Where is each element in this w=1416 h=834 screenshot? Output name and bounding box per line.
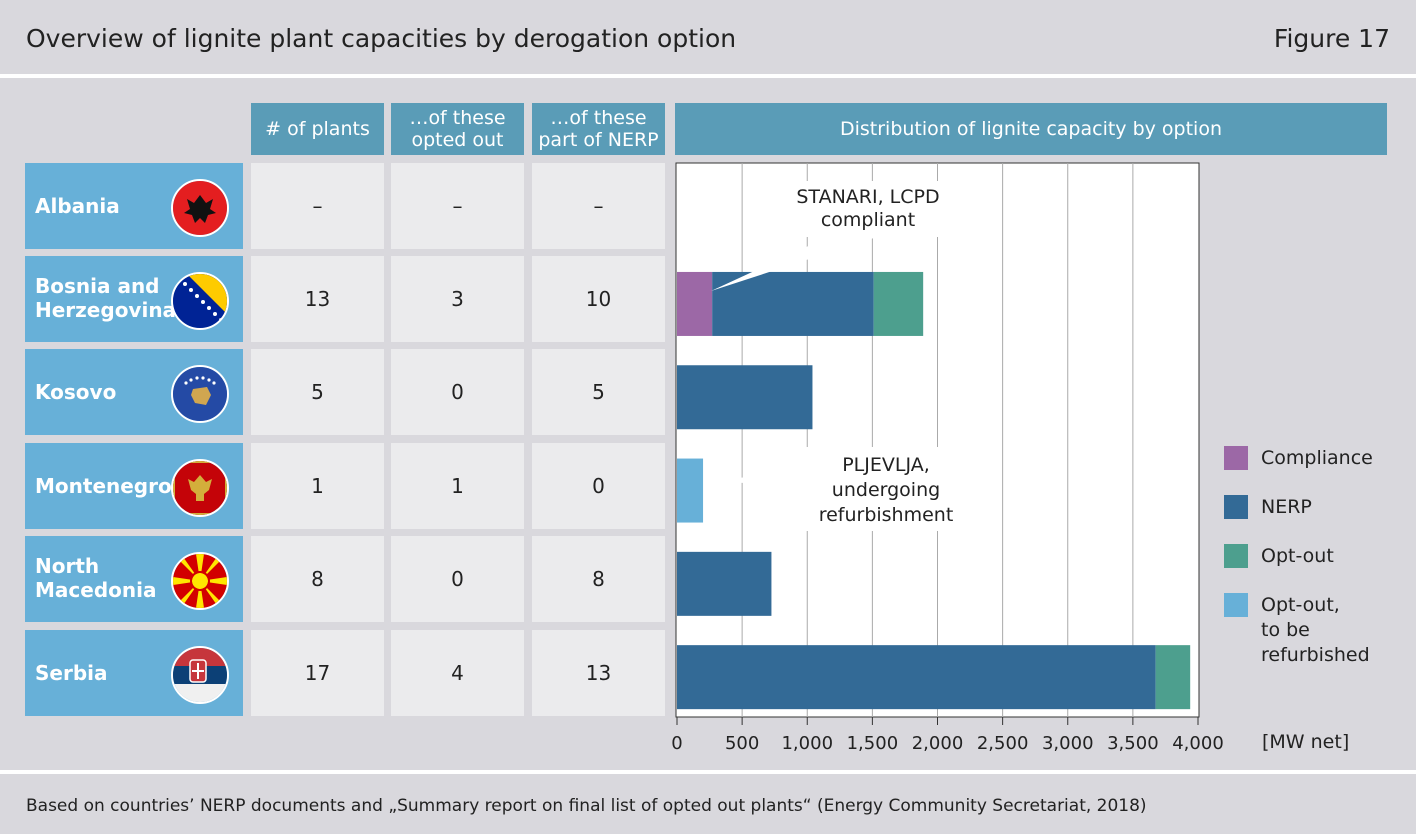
x-tick-label: 2,000 — [912, 733, 964, 754]
column-header-plants: # of plants — [251, 103, 384, 155]
callout-text: STANARI, LCPD — [796, 186, 939, 208]
callout-text: PLJEVLJA, — [842, 454, 930, 476]
column-header-distribution: Distribution of lignite capacity by opti… — [675, 103, 1387, 155]
callout-box — [797, 447, 975, 531]
country-cell-north-macedonia: North Macedonia — [25, 536, 243, 622]
legend-label: Compliance — [1261, 447, 1373, 469]
callout-text: compliant — [821, 209, 915, 231]
country-name: Kosovo — [35, 380, 117, 404]
legend-swatch — [1224, 495, 1248, 519]
cell-plants: – — [251, 163, 384, 249]
cell-opted-out: 1 — [391, 443, 524, 529]
cell-nerp: – — [532, 163, 665, 249]
bar-segment — [677, 271, 713, 336]
bar-segment — [873, 271, 924, 336]
serbia-flag-icon — [171, 646, 229, 704]
source-note: Based on countries’ NERP documents and „… — [26, 796, 1147, 816]
kosovo-flag-icon — [171, 365, 229, 423]
chart-title: Overview of lignite plant capacities by … — [26, 24, 737, 53]
legend-label: Opt-out, to be refurbished — [1261, 594, 1370, 666]
x-tick-label: 3,000 — [1042, 733, 1094, 754]
cell-opted-out: 3 — [391, 256, 524, 342]
montenegro-flag-icon — [171, 459, 229, 517]
legend-swatch — [1224, 446, 1248, 470]
bar-segment — [677, 365, 813, 430]
cell-nerp: 5 — [532, 349, 665, 435]
bar-segment — [677, 551, 772, 616]
x-tick-label: 0 — [671, 733, 682, 754]
callout-box — [785, 181, 951, 237]
x-tick-label: 500 — [725, 733, 759, 754]
callout-text: refurbishment — [819, 504, 954, 526]
country-cell-kosovo: Kosovo — [25, 349, 243, 435]
legend-label: NERP — [1261, 496, 1312, 518]
country-cell-montenegro: Montenegro — [25, 443, 243, 529]
cell-nerp: 8 — [532, 536, 665, 622]
header: Overview of lignite plant capacities by … — [0, 0, 1416, 78]
x-tick-label: 4,000 — [1172, 733, 1224, 754]
cell-nerp: 0 — [532, 443, 665, 529]
country-cell-serbia: Serbia — [25, 630, 243, 716]
cell-nerp: 10 — [532, 256, 665, 342]
column-header-nerp: …of these part of NERP — [532, 103, 665, 155]
x-tick-label: 1,000 — [781, 733, 833, 754]
cell-plants: 17 — [251, 630, 384, 716]
x-tick-label: 2,500 — [977, 733, 1029, 754]
footer: Based on countries’ NERP documents and „… — [0, 770, 1416, 834]
cell-plants: 13 — [251, 256, 384, 342]
country-name: Serbia — [35, 661, 108, 685]
north-macedonia-flag-icon — [171, 552, 229, 610]
column-header-opted-out: …of these opted out — [391, 103, 524, 155]
country-name: Bosnia and Herzegovina — [35, 274, 177, 322]
cell-plants: 5 — [251, 349, 384, 435]
bar-segment — [677, 458, 704, 523]
cell-plants: 1 — [251, 443, 384, 529]
cell-opted-out: 0 — [391, 536, 524, 622]
x-axis-label: [MW net] — [1262, 731, 1349, 753]
legend-swatch — [1224, 544, 1248, 568]
callout-pointer — [711, 236, 880, 291]
x-tick-label: 3,500 — [1107, 733, 1159, 754]
country-name: North Macedonia — [35, 554, 157, 602]
cell-nerp: 13 — [532, 630, 665, 716]
callout-pointer — [703, 474, 798, 487]
cell-opted-out: – — [391, 163, 524, 249]
x-tick-label: 1,500 — [847, 733, 899, 754]
cell-opted-out: 4 — [391, 630, 524, 716]
bar-segment — [1155, 645, 1191, 710]
country-cell-albania: Albania — [25, 163, 243, 249]
cell-plants: 8 — [251, 536, 384, 622]
country-cell-bosnia-herzegovina: Bosnia and Herzegovina — [25, 256, 243, 342]
country-name: Albania — [35, 194, 120, 218]
legend-swatch — [1224, 593, 1248, 617]
figure-number: Figure 17 — [1273, 24, 1390, 53]
bar-segment — [712, 271, 874, 336]
country-name: Montenegro — [35, 474, 172, 498]
bosnia-herzegovina-flag-icon — [171, 272, 229, 330]
bar-segment — [677, 645, 1156, 710]
cell-opted-out: 0 — [391, 349, 524, 435]
albania-flag-icon — [171, 179, 229, 237]
callout-text: undergoing — [832, 479, 940, 501]
legend-label: Opt-out — [1261, 545, 1334, 567]
